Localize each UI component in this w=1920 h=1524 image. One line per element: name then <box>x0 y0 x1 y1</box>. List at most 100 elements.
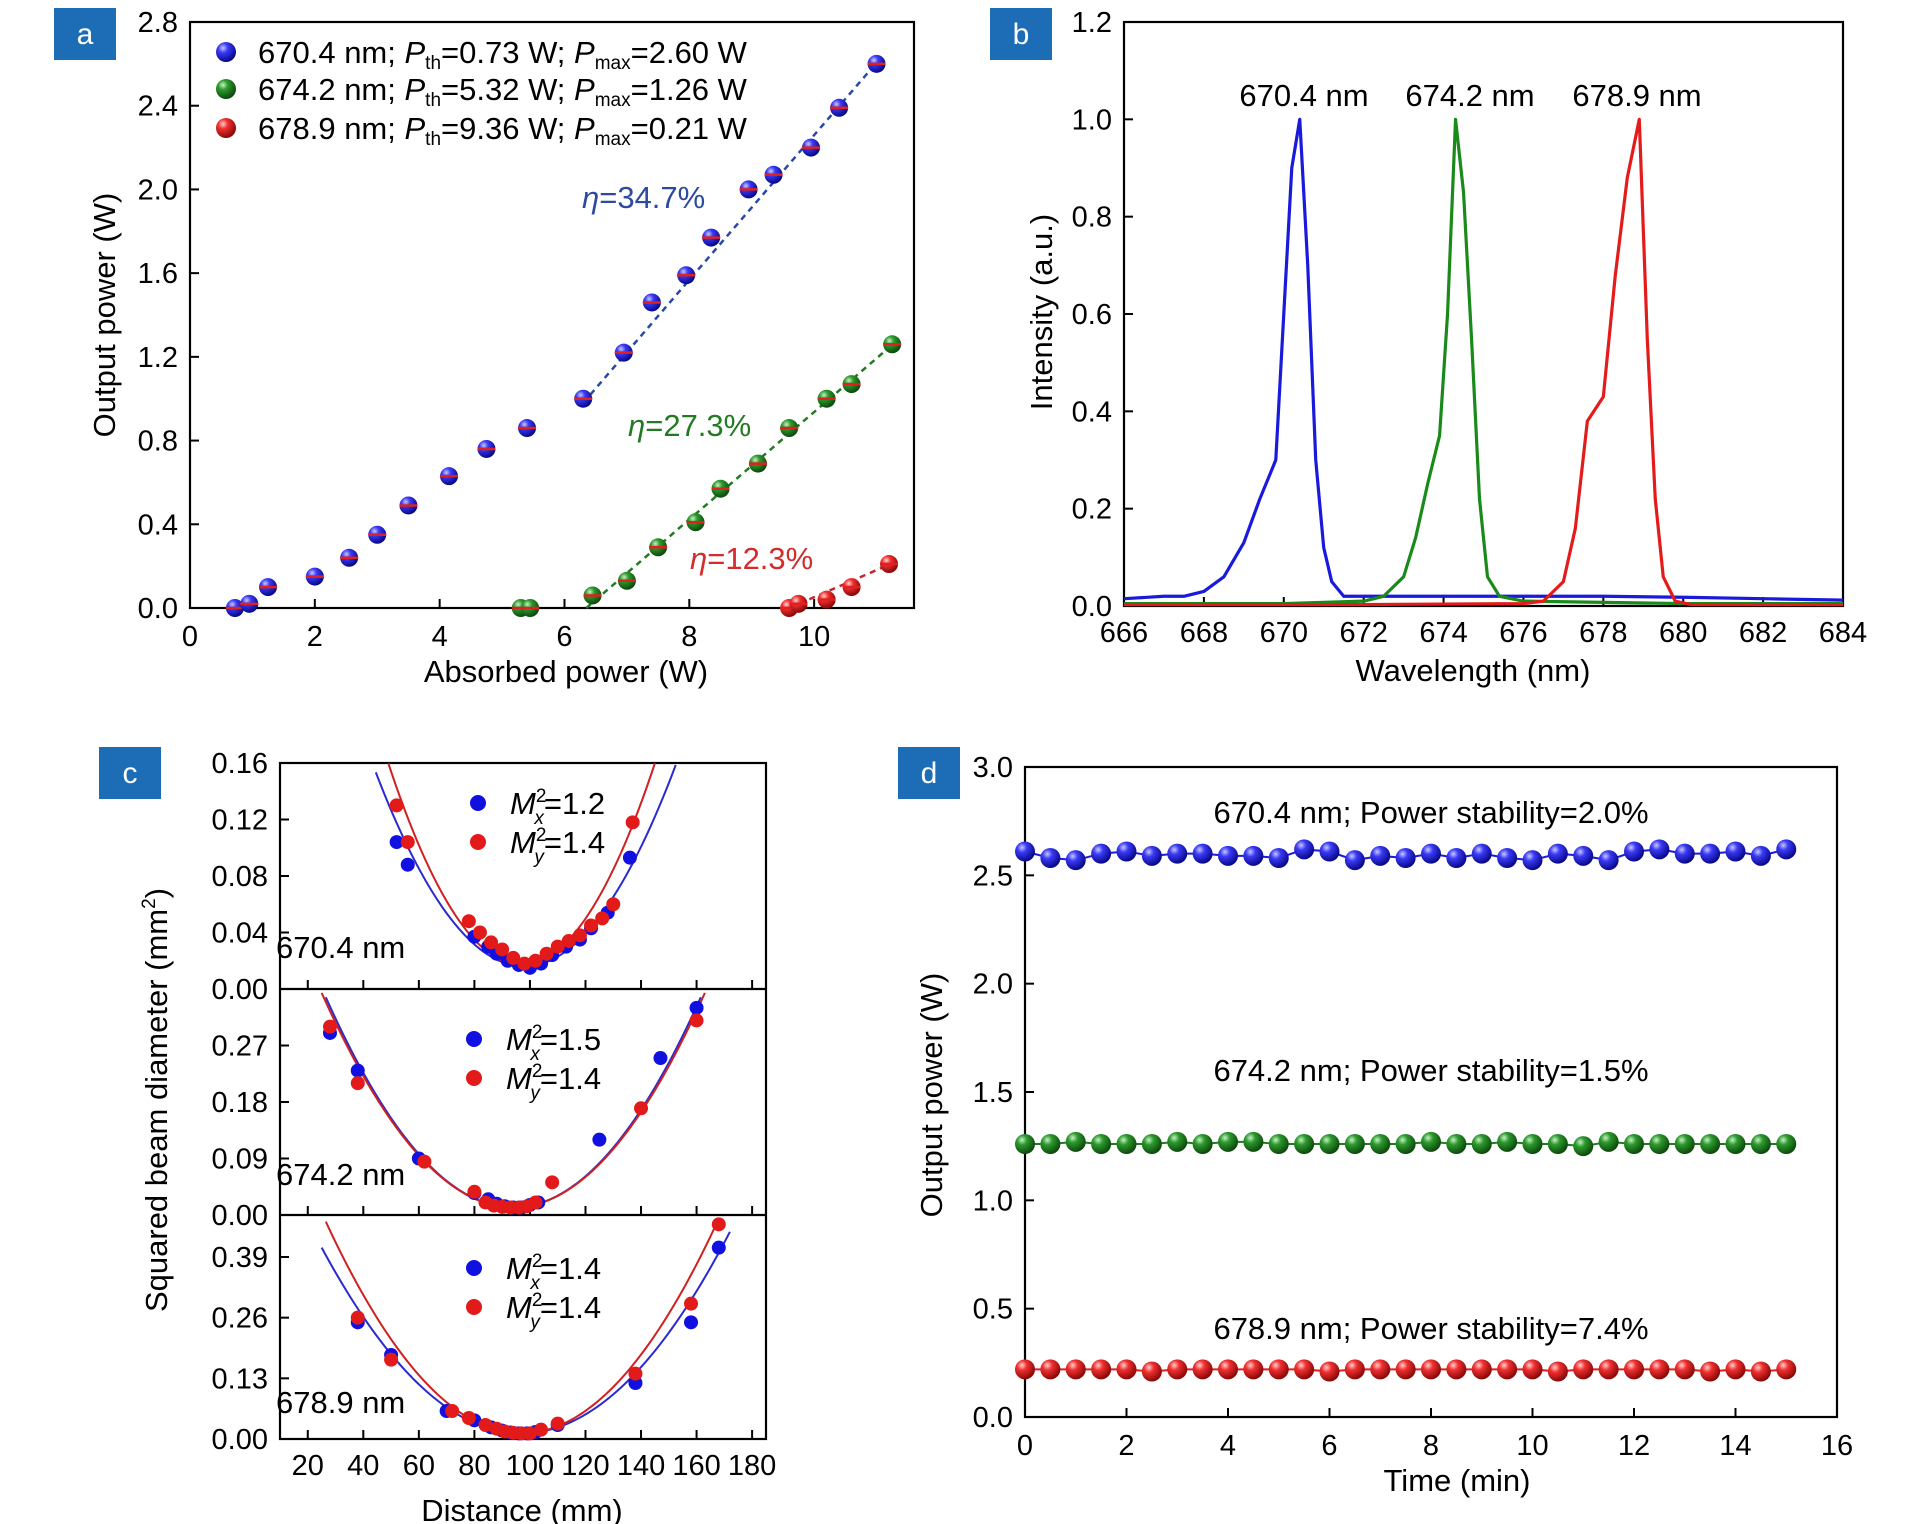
y-tick-label: 0.39 <box>212 1242 268 1274</box>
data-point <box>389 798 404 813</box>
y-tick-label: 1.2 <box>138 342 178 374</box>
panel-d-badge-label: d <box>921 757 938 790</box>
data-point <box>400 857 415 872</box>
y-tick-label: 0.0 <box>1072 591 1112 623</box>
data-point <box>1167 843 1188 864</box>
y-tick-label: 0.18 <box>212 1087 268 1119</box>
data-point <box>534 1422 549 1437</box>
panel-a: a 0 2 4 6 8 10 0.0 0.4 0.8 1.2 1.6 2.0 2.4 2.8 670.4 … <box>54 7 916 689</box>
data-point <box>711 1217 726 1232</box>
data-point <box>1725 1134 1746 1154</box>
data-point <box>1624 1359 1644 1380</box>
legend-entry-678: 678.9 nm; Pth=9.36 W; Pmax=0.21 W <box>258 111 748 150</box>
data-point <box>517 956 532 971</box>
data-point <box>1015 1359 1035 1380</box>
data-point <box>1395 1134 1416 1154</box>
x-tick-label: 14 <box>1719 1430 1751 1462</box>
data-point <box>445 1404 460 1418</box>
data-point <box>1268 1134 1289 1154</box>
legend-marker-674 <box>216 79 236 99</box>
panel-c-legend-2: M2 x=1.5 M2 y=1.4 <box>466 1022 601 1104</box>
x-tick-label: 80 <box>458 1450 490 1482</box>
data-point <box>1319 1134 1340 1154</box>
data-point <box>1598 1359 1619 1380</box>
y-tick-label: 0.8 <box>1072 202 1112 234</box>
panel-b-xlabel: Wavelength (nm) <box>1356 653 1591 688</box>
data-point <box>1750 845 1771 866</box>
y-tick-label: 1.0 <box>1072 104 1112 136</box>
x-tick-label: 10 <box>798 621 830 653</box>
y-tick-label: 0.00 <box>212 1200 268 1232</box>
data-point <box>561 933 576 948</box>
data-point <box>389 835 404 850</box>
legend-mx-670: M2 x=1.2 <box>510 786 605 829</box>
data-point <box>622 850 637 865</box>
stability-label-670: 670.4 nm; Power stability=2.0% <box>1213 795 1648 830</box>
x-tick-label: 0 <box>1017 1430 1033 1462</box>
data-point <box>1776 1359 1797 1380</box>
panel-c-xlabel: Distance (mm) <box>421 1493 623 1524</box>
panel-b-ticks: 666 668 670 672 674 676 678 680 682 684 0.0 0.2 0.4 0… <box>1072 7 1868 649</box>
data-point <box>1497 1359 1518 1380</box>
data-point <box>1294 839 1315 860</box>
data-point <box>1421 1359 1441 1380</box>
data-point <box>1573 845 1594 866</box>
subplot-label-674: 674.2 nm <box>276 1157 405 1192</box>
data-point <box>1522 1359 1543 1380</box>
data-point <box>1624 1134 1644 1154</box>
data-point <box>606 897 621 912</box>
panel-c-axes <box>278 761 768 1441</box>
legend-mx-674: M2 x=1.5 <box>506 1022 601 1065</box>
legend-my-678: M2 y=1.4 <box>506 1290 601 1333</box>
panel-a-fit-lines <box>582 54 897 610</box>
legend-marker-670 <box>216 42 236 62</box>
x-tick-label: 160 <box>672 1450 720 1482</box>
data-point <box>1471 843 1492 864</box>
data-point <box>467 1184 482 1199</box>
y-tick-label: 0.27 <box>212 1031 268 1063</box>
data-point <box>461 914 476 929</box>
data-point <box>1370 1134 1391 1154</box>
panel-a-ylabel: Output power (W) <box>87 193 122 438</box>
x-tick-label: 10 <box>1516 1430 1548 1462</box>
data-point <box>1598 850 1619 871</box>
data-point <box>1700 1361 1721 1382</box>
data-point <box>1116 1134 1137 1154</box>
data-point <box>1294 1134 1315 1154</box>
panel-c-badge <box>99 747 161 799</box>
panel-c-legend-1: M2 x=1.2 M2 y=1.4 <box>470 786 605 868</box>
data-point <box>1065 850 1086 871</box>
data-point <box>1167 1131 1188 1152</box>
panel-b-badge-label: b <box>1013 18 1030 51</box>
x-tick-label: 8 <box>1423 1430 1439 1462</box>
data-point <box>484 935 499 950</box>
y-tick-label: 0.26 <box>212 1303 268 1335</box>
legend-marker-678 <box>216 118 236 138</box>
data-point <box>1294 1359 1315 1380</box>
x-tick-label: 4 <box>1220 1430 1236 1462</box>
y-tick-label: 0.0 <box>973 1402 1013 1434</box>
data-point <box>689 1013 704 1028</box>
x-tick-label: 682 <box>1739 617 1787 649</box>
data-point <box>1649 839 1670 860</box>
x-tick-label: 20 <box>292 1450 324 1482</box>
data-point <box>592 1132 607 1147</box>
data-point <box>1522 850 1543 871</box>
legend-my-670: M2 y=1.4 <box>510 825 605 868</box>
data-point <box>1243 1359 1264 1380</box>
data-point <box>384 1352 399 1367</box>
data-point <box>625 815 640 830</box>
x-tick-label: 680 <box>1659 617 1707 649</box>
legend-marker-mx <box>466 1260 482 1276</box>
x-tick-label: 6 <box>1321 1430 1337 1462</box>
data-point <box>1700 843 1721 864</box>
x-tick-label: 2 <box>307 621 323 653</box>
data-point <box>1649 1359 1670 1380</box>
x-tick-label: 120 <box>561 1450 609 1482</box>
data-point <box>1547 1361 1568 1382</box>
data-point <box>1192 843 1213 864</box>
y-tick-label: 0.00 <box>212 974 268 1006</box>
legend-marker-mx <box>466 1031 482 1047</box>
y-tick-label: 0.6 <box>1072 299 1112 331</box>
data-point <box>1192 1359 1213 1380</box>
